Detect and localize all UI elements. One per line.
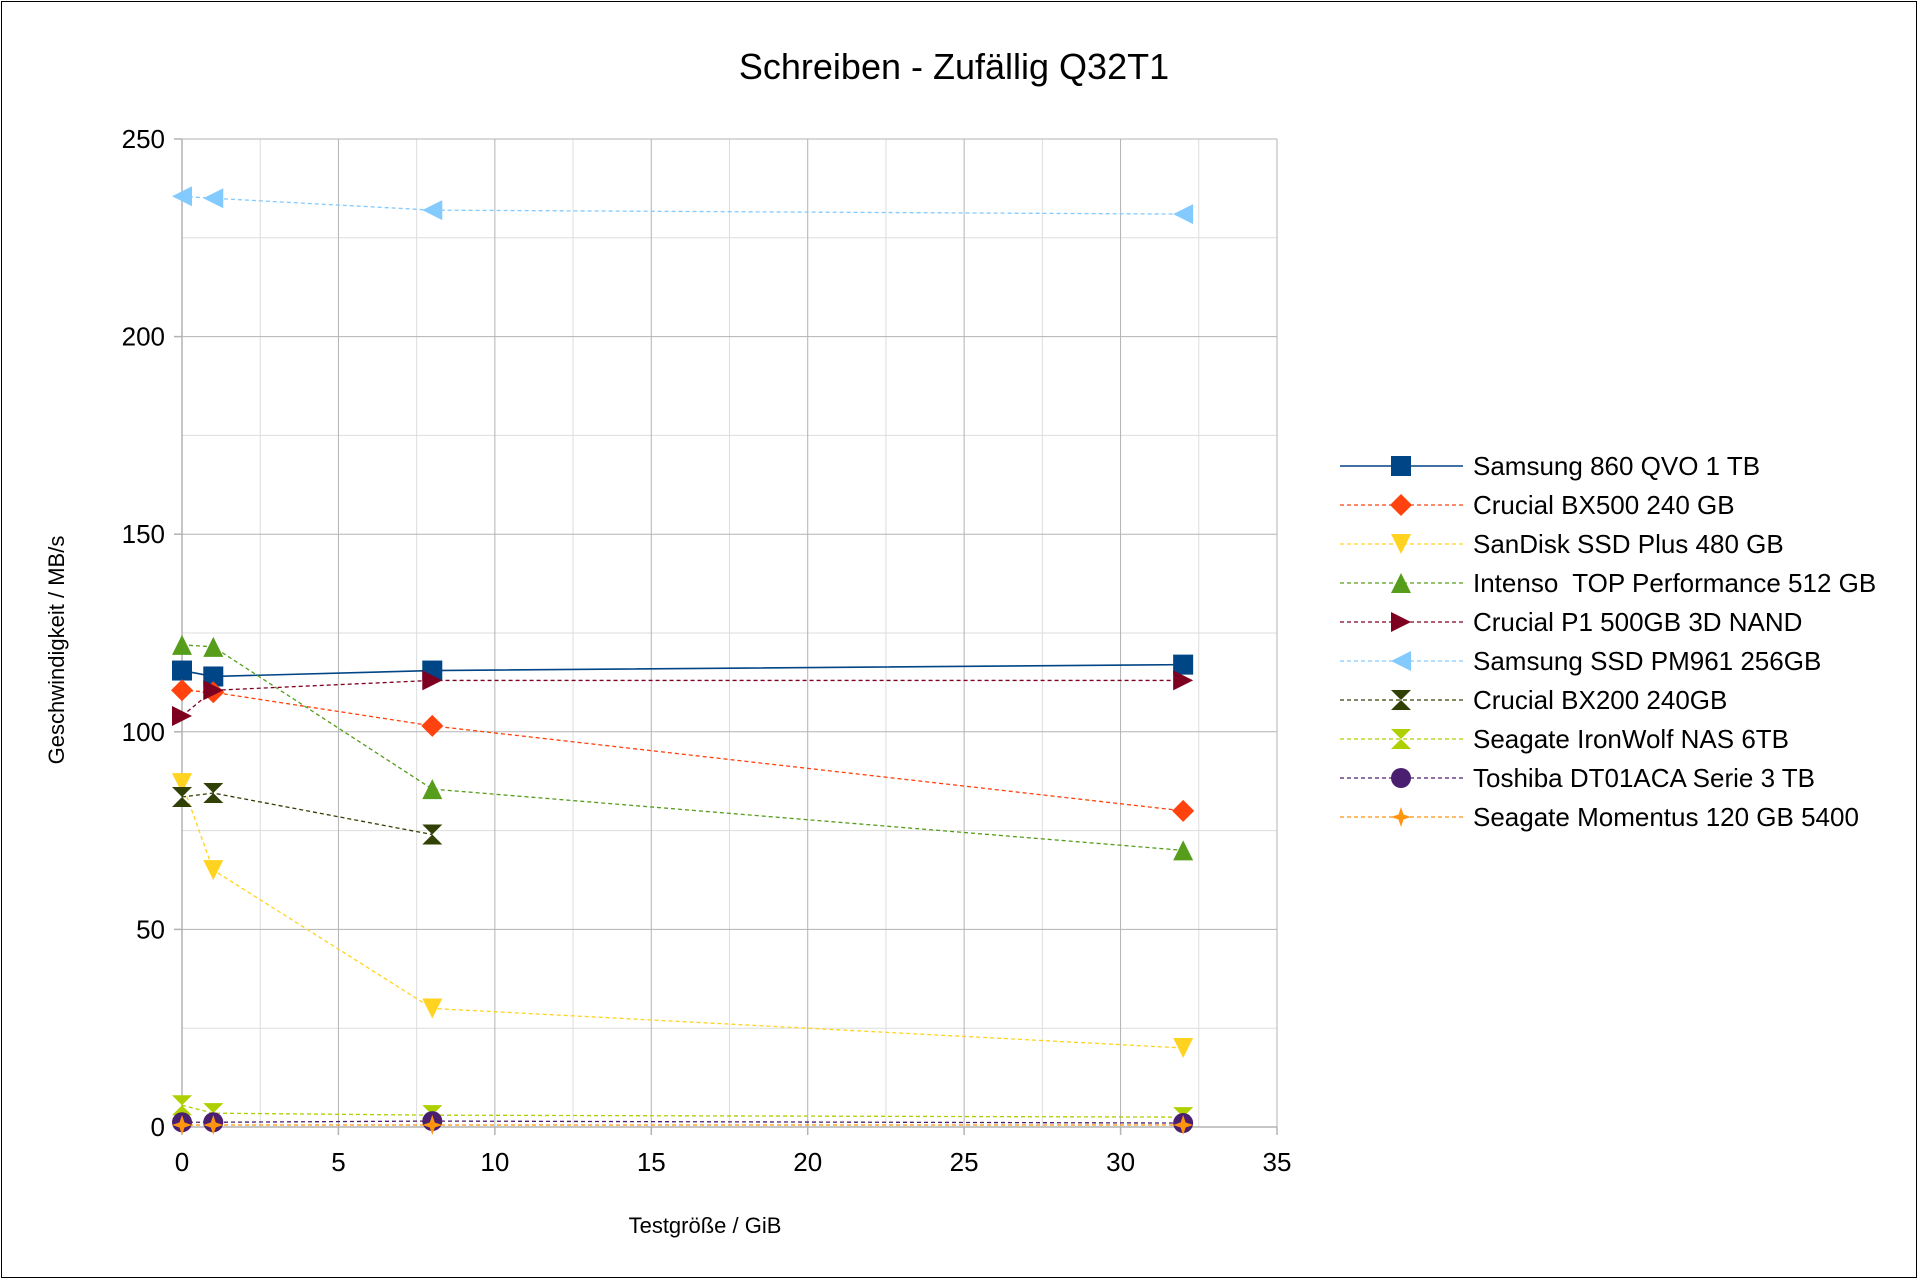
legend-marker-6 <box>1391 690 1411 710</box>
x-tick-label: 35 <box>1263 1147 1292 1177</box>
data-point-series-5 <box>422 200 443 221</box>
series-line-8 <box>182 1120 1184 1124</box>
x-tick-label: 5 <box>331 1147 345 1177</box>
data-point-series-0 <box>203 666 224 687</box>
x-tick-label: 20 <box>793 1147 822 1177</box>
series-line-5 <box>181 195 1184 215</box>
chart-title: Schreiben - Zufällig Q32T1 <box>739 46 1169 87</box>
legend-label-4: Crucial P1 500GB 3D NAND <box>1473 607 1802 637</box>
legend-label-6: Crucial BX200 240GB <box>1473 685 1727 715</box>
legend-marker-0 <box>1391 456 1411 476</box>
y-tick-label: 100 <box>122 717 165 747</box>
legend-marker-3 <box>1391 573 1411 593</box>
data-point-series-9 <box>422 1115 443 1136</box>
series-line-4 <box>181 679 1184 717</box>
data-point-series-9 <box>1173 1115 1194 1136</box>
legend-label-1: Crucial BX500 240 GB <box>1473 490 1735 520</box>
legend-marker-7 <box>1391 729 1411 749</box>
data-point-series-2 <box>172 773 192 794</box>
data-point-series-9 <box>203 1115 224 1136</box>
y-tick-label: 250 <box>122 124 165 154</box>
legend-label-5: Samsung SSD PM961 256GB <box>1473 646 1821 676</box>
data-point-series-5 <box>1173 204 1194 225</box>
data-point-series-3 <box>1173 840 1194 861</box>
data-point-series-4 <box>203 680 224 701</box>
data-point-series-7 <box>172 1095 192 1116</box>
data-point-series-4 <box>422 670 443 691</box>
series-line-3 <box>181 644 1184 852</box>
legend-label-2: SanDisk SSD Plus 480 GB <box>1473 529 1784 559</box>
data-point-series-1 <box>421 714 444 737</box>
legend-marker-1 <box>1390 494 1412 516</box>
x-tick-label: 25 <box>950 1147 979 1177</box>
data-point-series-0 <box>172 660 192 681</box>
y-tick-label: 150 <box>122 519 165 549</box>
data-point-series-3 <box>203 636 224 657</box>
legend: Samsung 860 QVO 1 TB Crucial BX500 240 GB… <box>1340 451 1876 832</box>
legend-marker-8 <box>1391 768 1411 788</box>
data-point-series-6 <box>172 787 192 808</box>
series-line-2 <box>181 782 1184 1049</box>
y-tick-label: 0 <box>151 1112 165 1142</box>
series-line-0 <box>181 663 1184 678</box>
x-tick-label: 0 <box>175 1147 189 1177</box>
legend-label-3: Intenso TOP Performance 512 GB <box>1473 568 1876 598</box>
data-point-series-3 <box>172 634 192 655</box>
data-point-series-2 <box>203 860 224 881</box>
x-tick-label: 15 <box>637 1147 666 1177</box>
data-point-series-1 <box>171 679 193 702</box>
legend-label-8: Toshiba DT01ACA Serie 3 TB <box>1473 763 1815 793</box>
data-point-series-5 <box>172 186 192 207</box>
plot-series <box>171 186 1195 1136</box>
plot-grid <box>181 138 1278 1128</box>
legend-marker-4 <box>1391 612 1411 632</box>
legend-marker-5 <box>1391 651 1411 671</box>
legend-marker-2 <box>1391 534 1411 554</box>
legend-label-9: Seagate Momentus 120 GB 5400 <box>1473 802 1859 832</box>
series-line-1 <box>181 689 1184 812</box>
data-point-series-6 <box>203 783 224 804</box>
x-tick-label: 10 <box>480 1147 509 1177</box>
data-point-series-5 <box>203 188 224 209</box>
legend-label-0: Samsung 860 QVO 1 TB <box>1473 451 1760 481</box>
y-tick-label: 50 <box>136 914 165 944</box>
data-point-series-4 <box>172 705 192 726</box>
series-line-7 <box>181 1104 1184 1118</box>
legend-marker-9 <box>1391 807 1411 827</box>
series-line-6 <box>181 792 433 836</box>
x-tick-label: 30 <box>1106 1147 1135 1177</box>
data-point-series-6 <box>422 824 443 845</box>
data-point-series-3 <box>422 779 443 800</box>
legend-label-7: Seagate IronWolf NAS 6TB <box>1473 724 1789 754</box>
x-axis-title: Testgröße / GiB <box>629 1213 782 1238</box>
y-axis-title: Geschwindigkeit / MB/s <box>44 536 69 765</box>
plot-axes: 0 50 100 150 200 250 0 5 10 15 20 25 30 35 <box>122 124 1292 1177</box>
data-point-series-4 <box>1173 670 1194 691</box>
data-point-series-2 <box>422 998 443 1019</box>
data-point-series-0 <box>1173 654 1194 675</box>
y-tick-label: 200 <box>122 322 165 352</box>
data-point-series-9 <box>172 1115 192 1136</box>
data-point-series-2 <box>1173 1037 1194 1058</box>
data-point-series-1 <box>1172 799 1195 822</box>
